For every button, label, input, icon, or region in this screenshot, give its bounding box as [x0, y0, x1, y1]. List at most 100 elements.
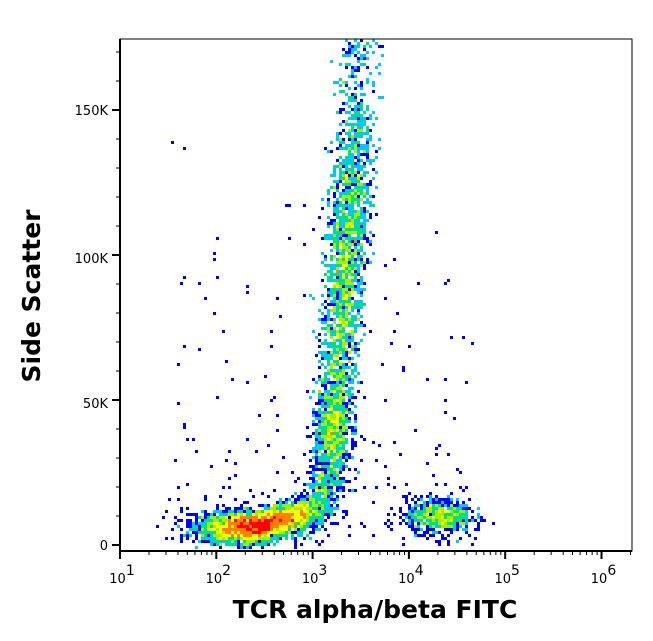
density-point [324, 438, 327, 441]
density-point [435, 504, 438, 507]
density-point [171, 537, 174, 540]
density-point [252, 513, 255, 516]
density-point [357, 60, 360, 63]
density-point [357, 42, 360, 45]
density-point [354, 69, 357, 72]
density-point [351, 429, 354, 432]
density-point [273, 507, 276, 510]
density-point [330, 309, 333, 312]
density-point [294, 513, 297, 516]
density-point [351, 93, 354, 96]
density-point [357, 108, 360, 111]
density-point [324, 492, 327, 495]
density-point [333, 294, 336, 297]
density-point [363, 192, 366, 195]
density-point [357, 309, 360, 312]
density-point [435, 531, 438, 534]
density-point [351, 249, 354, 252]
density-point [348, 117, 351, 120]
density-point [291, 504, 294, 507]
density-point [306, 525, 309, 528]
density-point [315, 522, 318, 525]
density-point [348, 210, 351, 213]
density-point [339, 432, 342, 435]
density-point [471, 543, 474, 546]
density-point [336, 201, 339, 204]
density-point [363, 183, 366, 186]
density-point [450, 504, 453, 507]
density-point [336, 132, 339, 135]
density-point [354, 45, 357, 48]
density-point [342, 318, 345, 321]
density-point [270, 522, 273, 525]
density-point [336, 81, 339, 84]
density-point [438, 501, 441, 504]
density-point [213, 543, 216, 546]
density-point [354, 183, 357, 186]
density-point [336, 489, 339, 492]
density-point [336, 426, 339, 429]
density-point [240, 525, 243, 528]
density-point [405, 483, 408, 486]
density-point [351, 216, 354, 219]
density-point [186, 525, 189, 528]
density-point [339, 273, 342, 276]
density-point [324, 459, 327, 462]
density-point [282, 534, 285, 537]
density-point [441, 510, 444, 513]
density-point [330, 396, 333, 399]
density-point [234, 507, 237, 510]
density-point [336, 504, 339, 507]
density-point [321, 405, 324, 408]
density-point [348, 468, 351, 471]
density-point [321, 474, 324, 477]
density-point [276, 513, 279, 516]
density-point [297, 513, 300, 516]
density-point [309, 483, 312, 486]
density-point [345, 174, 348, 177]
density-point [183, 534, 186, 537]
density-point [300, 495, 303, 498]
density-point [348, 378, 351, 381]
density-point [345, 156, 348, 159]
density-point [348, 111, 351, 114]
density-point [450, 507, 453, 510]
density-point [402, 513, 405, 516]
density-point [267, 495, 270, 498]
density-point [348, 171, 351, 174]
density-point [462, 522, 465, 525]
density-point [354, 174, 357, 177]
density-point [318, 498, 321, 501]
density-point [423, 516, 426, 519]
density-point [324, 285, 327, 288]
density-point [462, 528, 465, 531]
density-point [438, 507, 441, 510]
density-point [276, 501, 279, 504]
density-point [336, 330, 339, 333]
density-point [219, 510, 222, 513]
density-point [333, 435, 336, 438]
density-point [324, 411, 327, 414]
density-point [330, 141, 333, 144]
density-point [330, 363, 333, 366]
density-point [351, 297, 354, 300]
density-point [360, 168, 363, 171]
density-point [342, 234, 345, 237]
density-point [327, 402, 330, 405]
density-point [285, 501, 288, 504]
density-point [333, 387, 336, 390]
density-point [342, 129, 345, 132]
density-point [345, 123, 348, 126]
density-point [318, 477, 321, 480]
density-point [321, 402, 324, 405]
density-point [309, 450, 312, 453]
density-point [357, 213, 360, 216]
density-point [354, 213, 357, 216]
density-point [360, 165, 363, 168]
density-point [327, 513, 330, 516]
density-point [342, 420, 345, 423]
density-point [366, 42, 369, 45]
density-point [342, 303, 345, 306]
density-point [447, 453, 450, 456]
density-point [351, 378, 354, 381]
